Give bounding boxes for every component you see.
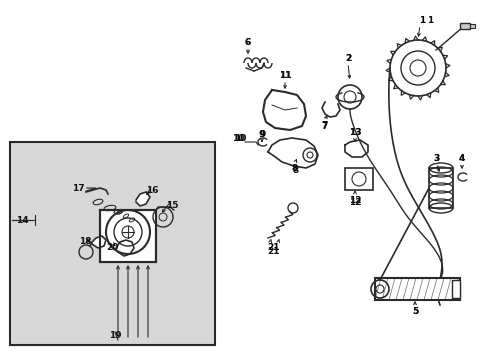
Text: 3: 3 (433, 153, 439, 162)
Text: 11: 11 (278, 71, 291, 80)
Text: 17: 17 (72, 184, 84, 193)
Text: 7: 7 (321, 122, 327, 131)
Text: 16: 16 (145, 185, 158, 194)
Text: 8: 8 (291, 163, 298, 172)
Bar (459, 23, 469, 29)
Text: 4: 4 (458, 153, 464, 162)
Text: 11: 11 (278, 71, 291, 80)
Text: 18: 18 (79, 238, 91, 247)
Text: 1: 1 (418, 15, 424, 24)
Bar (10, 142, 215, 345)
Text: 7: 7 (321, 121, 327, 130)
Text: 19: 19 (108, 330, 121, 339)
Text: 12: 12 (348, 195, 361, 204)
Text: 4: 4 (458, 153, 464, 162)
Text: 2: 2 (344, 54, 350, 63)
Text: 15: 15 (165, 201, 178, 210)
Text: 6: 6 (244, 37, 251, 46)
Bar (451, 280, 459, 298)
Polygon shape (90, 236, 106, 248)
Text: 1: 1 (426, 15, 432, 24)
Polygon shape (263, 90, 305, 130)
Text: 3: 3 (433, 153, 439, 162)
Bar (469, 24, 474, 28)
Text: 9: 9 (259, 130, 265, 139)
Text: 13: 13 (348, 127, 361, 136)
Polygon shape (267, 138, 317, 168)
Polygon shape (345, 140, 367, 157)
Text: 6: 6 (244, 37, 251, 46)
Bar (345, 168, 372, 190)
Text: 8: 8 (292, 166, 299, 175)
Bar (100, 210, 156, 262)
Text: 13: 13 (348, 127, 361, 136)
Bar (428, 168, 452, 208)
Text: 2: 2 (344, 54, 350, 63)
Polygon shape (116, 240, 134, 256)
Polygon shape (136, 192, 150, 206)
Text: 10: 10 (233, 134, 245, 143)
Bar (428, 168, 452, 208)
Text: 21: 21 (267, 243, 280, 252)
Text: 9: 9 (258, 130, 264, 139)
Text: 10: 10 (231, 134, 244, 143)
Text: 5: 5 (411, 307, 417, 316)
Text: 20: 20 (105, 243, 118, 252)
Text: 12: 12 (348, 198, 361, 207)
Bar (374, 278, 459, 300)
Text: 5: 5 (411, 307, 417, 316)
Bar (100, 210, 156, 262)
Text: 14: 14 (16, 216, 28, 225)
Text: 21: 21 (267, 248, 280, 256)
